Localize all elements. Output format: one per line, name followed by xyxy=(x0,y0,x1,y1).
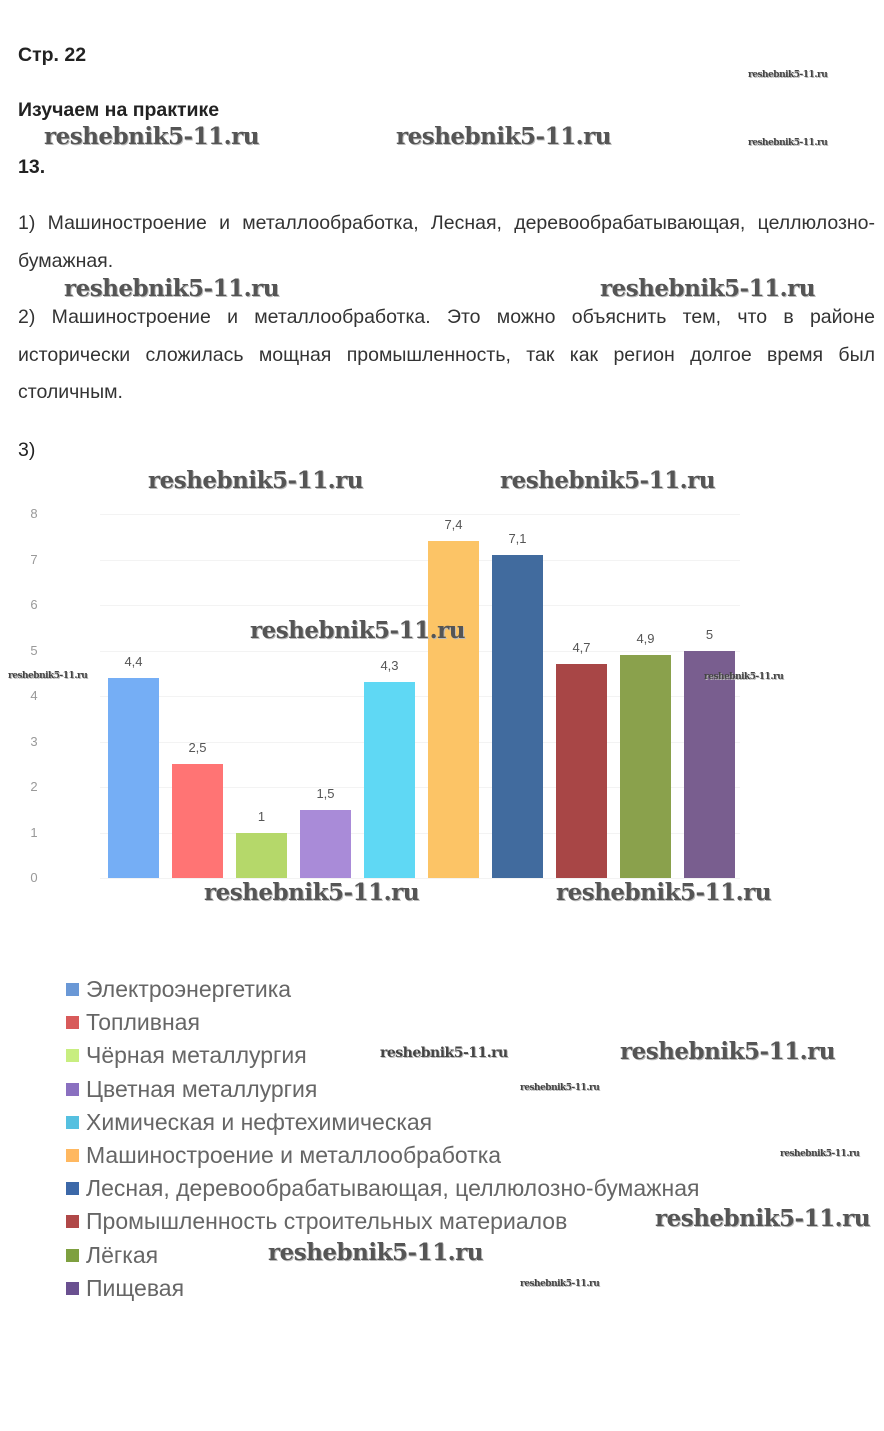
legend-label: Лесная, деревообрабатывающая, целлюлозно… xyxy=(86,1175,700,1202)
task-number: 13. xyxy=(18,156,46,178)
gridline xyxy=(100,696,740,697)
legend-label: Топливная xyxy=(86,1009,200,1036)
legend-item: Машиностроение и металлообработка xyxy=(66,1142,501,1168)
legend-item: Химическая и нефтехимическая xyxy=(66,1109,432,1135)
legend-item: Чёрная металлургия xyxy=(66,1042,307,1068)
legend-label: Машиностроение и металлообработка xyxy=(86,1142,502,1168)
legend-label: Цветная металлургия xyxy=(86,1075,318,1102)
gridline xyxy=(100,832,740,834)
data-label: 2,5 xyxy=(188,740,207,756)
y-tick-label: 0 xyxy=(30,870,38,885)
y-tick-label: 3 xyxy=(30,733,38,749)
legend-swatch xyxy=(66,983,79,996)
watermark: reshebnik5-11.ru xyxy=(748,138,828,148)
watermark: reshebnik5-11.ru xyxy=(204,879,419,906)
watermark: reshebnik5-11.ru xyxy=(64,275,279,302)
answer-3-label: 3) xyxy=(18,439,36,461)
watermark: reshebnik5-11.ru xyxy=(268,1239,483,1266)
bar xyxy=(428,541,479,878)
data-label: 4,9 xyxy=(636,631,655,647)
legend-swatch xyxy=(66,1149,79,1162)
legend-label: Электроэнергетика xyxy=(86,976,292,1002)
answer-2: 2) Машиностроение и металлообработка. Эт… xyxy=(18,306,875,403)
gridline xyxy=(100,878,740,879)
bar xyxy=(364,682,415,878)
bar xyxy=(300,809,351,878)
watermark: reshebnik5-11.ru xyxy=(748,70,828,80)
bar xyxy=(620,655,671,878)
y-tick-label: 6 xyxy=(30,597,38,612)
legend-item: Цветная металлургия xyxy=(66,1076,317,1102)
legend-label: Промышленность строительных материалов xyxy=(86,1208,568,1235)
y-tick-label: 7 xyxy=(30,551,38,567)
watermark: reshebnik5-11.ru xyxy=(500,467,715,494)
legend-item: Промышленность строительных материалов xyxy=(66,1208,567,1234)
legend-label: Пищевая xyxy=(86,1274,185,1301)
section-title: Изучаем на практике xyxy=(18,99,220,121)
legend-swatch xyxy=(66,1115,79,1129)
page-reference: Стр. 22 xyxy=(18,44,87,66)
data-label: 1,5 xyxy=(316,785,335,801)
legend-swatch xyxy=(66,1281,79,1295)
data-label: 4,3 xyxy=(380,658,399,674)
bar xyxy=(684,650,735,878)
data-label: 7,1 xyxy=(508,530,527,546)
gridline xyxy=(100,559,740,561)
watermark: reshebnik5-11.ru xyxy=(148,467,363,494)
bar xyxy=(492,554,543,878)
legend-swatch xyxy=(66,1016,79,1030)
watermark: reshebnik5-11.ru xyxy=(380,1045,508,1061)
legend-item: Лесная, деревообрабатывающая, целлюлозно… xyxy=(66,1175,699,1201)
data-label: 1 xyxy=(257,808,266,824)
legend-item: Лёгкая xyxy=(66,1242,158,1268)
watermark: reshebnik5-11.ru xyxy=(8,671,88,681)
legend-item: Электроэнергетика xyxy=(66,976,291,1002)
y-tick-label: 5 xyxy=(30,642,38,658)
bar xyxy=(108,677,159,878)
bar xyxy=(556,664,607,878)
watermark: reshebnik5-11.ru xyxy=(704,672,784,682)
legend-item: Топливная xyxy=(66,1009,200,1035)
watermark: reshebnik5-11.ru xyxy=(396,123,611,150)
legend-swatch xyxy=(66,1082,79,1096)
data-label: 4,7 xyxy=(572,640,591,656)
data-label: 7,4 xyxy=(444,517,463,533)
legend-item: Пищевая xyxy=(66,1275,184,1301)
answer-1: 1) Машиностроение и металлообработка, Ле… xyxy=(18,212,875,272)
y-tick-label: 4 xyxy=(30,688,38,703)
y-tick-label: 8 xyxy=(30,506,38,521)
legend-swatch xyxy=(66,1182,79,1196)
legend-swatch xyxy=(66,1248,79,1262)
legend-label: Лёгкая xyxy=(86,1241,159,1268)
watermark: reshebnik5-11.ru xyxy=(600,275,815,302)
bar xyxy=(236,832,287,878)
watermark: reshebnik5-11.ru xyxy=(780,1149,860,1159)
legend-label: Химическая и нефтехимическая xyxy=(86,1108,433,1135)
gridline xyxy=(100,514,740,515)
watermark: reshebnik5-11.ru xyxy=(620,1038,835,1065)
watermark: reshebnik5-11.ru xyxy=(520,1279,600,1289)
watermark: reshebnik5-11.ru xyxy=(44,123,259,150)
watermark: reshebnik5-11.ru xyxy=(520,1083,600,1093)
gridline xyxy=(100,787,740,788)
gridline xyxy=(100,741,740,743)
bar xyxy=(172,764,223,878)
watermark: reshebnik5-11.ru xyxy=(250,617,465,644)
legend-swatch xyxy=(66,1049,79,1063)
legend-label: Чёрная металлургия xyxy=(86,1042,307,1069)
y-tick-label: 1 xyxy=(30,824,38,840)
data-label: 5 xyxy=(705,626,714,642)
watermark: reshebnik5-11.ru xyxy=(556,879,771,906)
gridline xyxy=(100,605,740,606)
gridline xyxy=(100,650,740,652)
data-label: 4,4 xyxy=(124,653,143,669)
legend-swatch xyxy=(66,1215,79,1229)
watermark: reshebnik5-11.ru xyxy=(655,1205,870,1232)
y-tick-label: 2 xyxy=(30,779,38,794)
